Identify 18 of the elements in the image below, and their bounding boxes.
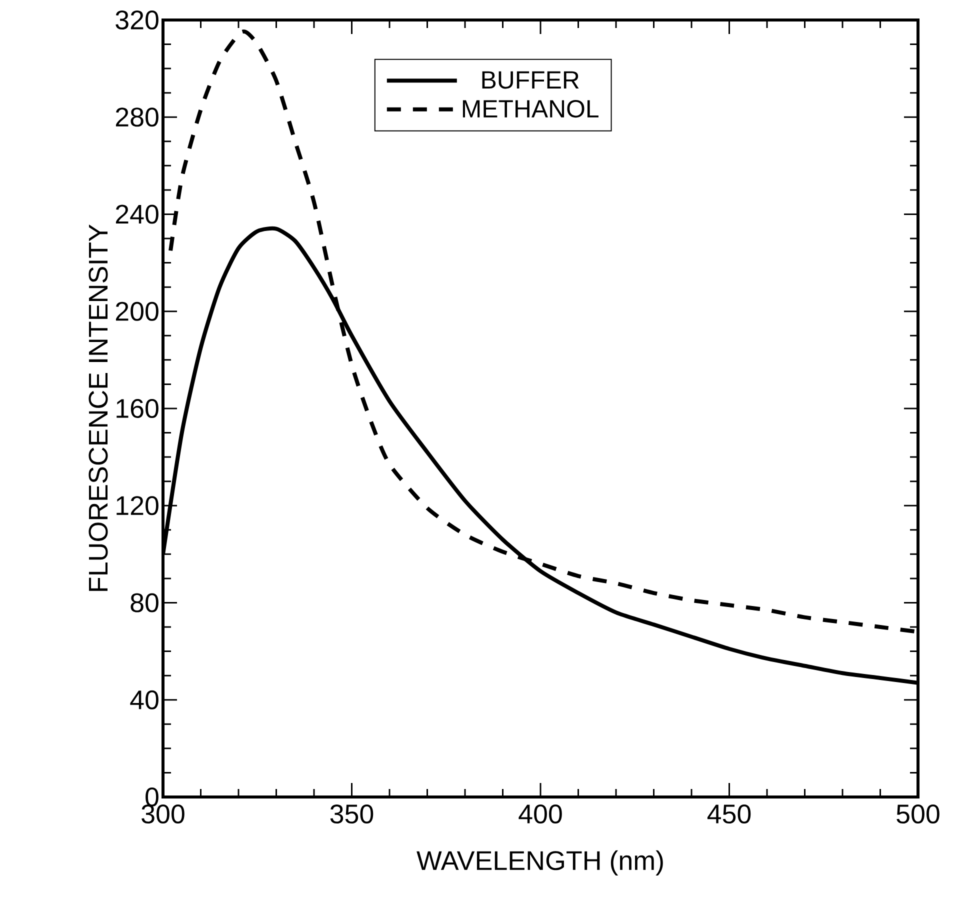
y-tick-label: 320 — [116, 10, 158, 30]
y-tick-label: 280 — [116, 108, 158, 127]
y-tick-label: 120 — [116, 496, 158, 516]
y-axis-title: FLUORESCENCE INTENSITY — [88, 224, 108, 591]
x-tick-label: 500 — [896, 804, 940, 824]
x-tick-label: 450 — [707, 804, 751, 824]
legend-label: BUFFER — [482, 71, 579, 89]
x-tick-label: 300 — [142, 804, 184, 824]
y-tick-label: 0 — [146, 787, 158, 807]
y-tick-label: 240 — [116, 204, 158, 224]
y-tick-label: 40 — [130, 690, 158, 710]
y-tick-label: 160 — [116, 398, 158, 418]
legend-label: METHANOL — [462, 100, 598, 118]
x-axis-title: WAVELENGTH (nm) — [416, 850, 663, 876]
x-tick-label: 350 — [330, 804, 374, 824]
y-tick-label: 80 — [130, 593, 158, 612]
y-tick-label: 200 — [116, 302, 158, 321]
x-tick-label: 400 — [518, 804, 562, 824]
